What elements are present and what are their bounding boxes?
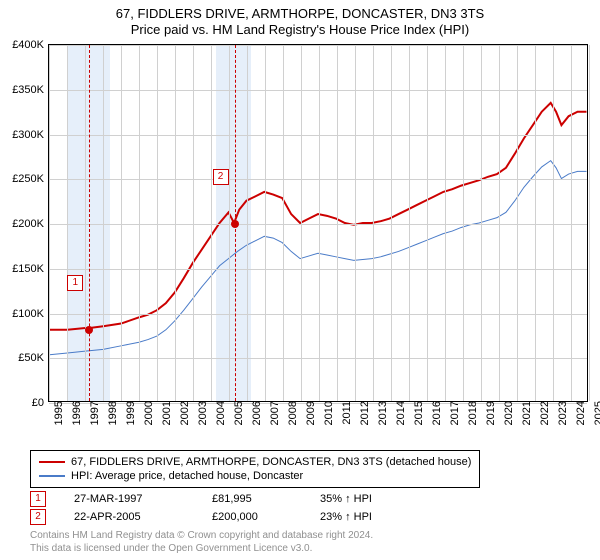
- annotation-row: 2 22-APR-2005 £200,000 23% ↑ HPI: [30, 508, 372, 526]
- chart-container: 67, FIDDLERS DRIVE, ARMTHORPE, DONCASTER…: [0, 0, 600, 560]
- license-text: Contains HM Land Registry data © Crown c…: [30, 530, 373, 555]
- chart-lines: [49, 45, 587, 401]
- annotation-date: 22-APR-2005: [74, 511, 184, 523]
- x-tick: 1998: [101, 401, 119, 425]
- x-tick: 2001: [155, 401, 173, 425]
- x-tick: 2009: [299, 401, 317, 425]
- legend: 67, FIDDLERS DRIVE, ARMTHORPE, DONCASTER…: [30, 450, 480, 488]
- x-tick: 2007: [263, 401, 281, 425]
- x-tick: 2020: [497, 401, 515, 425]
- x-tick: 2004: [209, 401, 227, 425]
- x-tick: 2002: [173, 401, 191, 425]
- x-tick: 2019: [479, 401, 497, 425]
- legend-row: 67, FIDDLERS DRIVE, ARMTHORPE, DONCASTER…: [39, 455, 471, 469]
- x-tick: 2011: [335, 401, 353, 425]
- annotation-row: 1 27-MAR-1997 £81,995 35% ↑ HPI: [30, 490, 372, 508]
- y-tick: £100K: [12, 308, 49, 320]
- marker-label: 2: [213, 169, 229, 185]
- x-tick: 2012: [353, 401, 371, 425]
- license-line1: Contains HM Land Registry data © Crown c…: [30, 530, 373, 543]
- y-tick: £350K: [12, 84, 49, 96]
- x-tick: 2010: [317, 401, 335, 425]
- x-tick: 2016: [425, 401, 443, 425]
- x-tick: 2021: [515, 401, 533, 425]
- x-tick: 2000: [137, 401, 155, 425]
- legend-label: HPI: Average price, detached house, Donc…: [71, 470, 303, 482]
- legend-row: HPI: Average price, detached house, Donc…: [39, 469, 471, 483]
- series-line: [50, 161, 587, 355]
- annotation-num: 1: [30, 491, 46, 507]
- x-tick: 2006: [245, 401, 263, 425]
- x-tick: 2018: [461, 401, 479, 425]
- x-tick: 1999: [119, 401, 137, 425]
- annotation-pct: 35% ↑ HPI: [320, 493, 372, 505]
- y-tick: £300K: [12, 129, 49, 141]
- y-tick: £200K: [12, 218, 49, 230]
- y-tick: £250K: [12, 173, 49, 185]
- marker-label: 1: [67, 275, 83, 291]
- x-tick: 2005: [227, 401, 245, 425]
- x-tick: 2003: [191, 401, 209, 425]
- x-tick: 1997: [83, 401, 101, 425]
- legend-swatch: [39, 461, 65, 463]
- license-line2: This data is licensed under the Open Gov…: [30, 543, 373, 556]
- x-tick: 2015: [407, 401, 425, 425]
- y-tick: £150K: [12, 263, 49, 275]
- x-tick: 2024: [569, 401, 587, 425]
- marker-vline: [89, 45, 90, 401]
- series-line: [50, 103, 587, 330]
- x-tick: 2017: [443, 401, 461, 425]
- y-tick: £50K: [18, 352, 49, 364]
- annotation-num: 2: [30, 509, 46, 525]
- plot-area: £0£50K£100K£150K£200K£250K£300K£350K£400…: [48, 44, 588, 402]
- x-tick: 2023: [551, 401, 569, 425]
- annotation-pct: 23% ↑ HPI: [320, 511, 372, 523]
- legend-swatch: [39, 475, 65, 477]
- x-tick: 1995: [47, 401, 65, 425]
- x-tick: 2022: [533, 401, 551, 425]
- x-tick: 2025: [587, 401, 600, 425]
- chart-title: 67, FIDDLERS DRIVE, ARMTHORPE, DONCASTER…: [0, 0, 600, 22]
- x-tick: 2008: [281, 401, 299, 425]
- x-tick: 2014: [389, 401, 407, 425]
- marker-dot: [231, 220, 239, 228]
- x-tick: 1996: [65, 401, 83, 425]
- annotation-price: £200,000: [212, 511, 292, 523]
- annotation-date: 27-MAR-1997: [74, 493, 184, 505]
- x-tick: 2013: [371, 401, 389, 425]
- y-tick: £400K: [12, 39, 49, 51]
- chart-subtitle: Price paid vs. HM Land Registry's House …: [0, 22, 600, 41]
- sale-annotations: 1 27-MAR-1997 £81,995 35% ↑ HPI 2 22-APR-2005…: [30, 490, 372, 526]
- marker-dot: [85, 326, 93, 334]
- legend-label: 67, FIDDLERS DRIVE, ARMTHORPE, DONCASTER…: [71, 456, 471, 468]
- annotation-price: £81,995: [212, 493, 292, 505]
